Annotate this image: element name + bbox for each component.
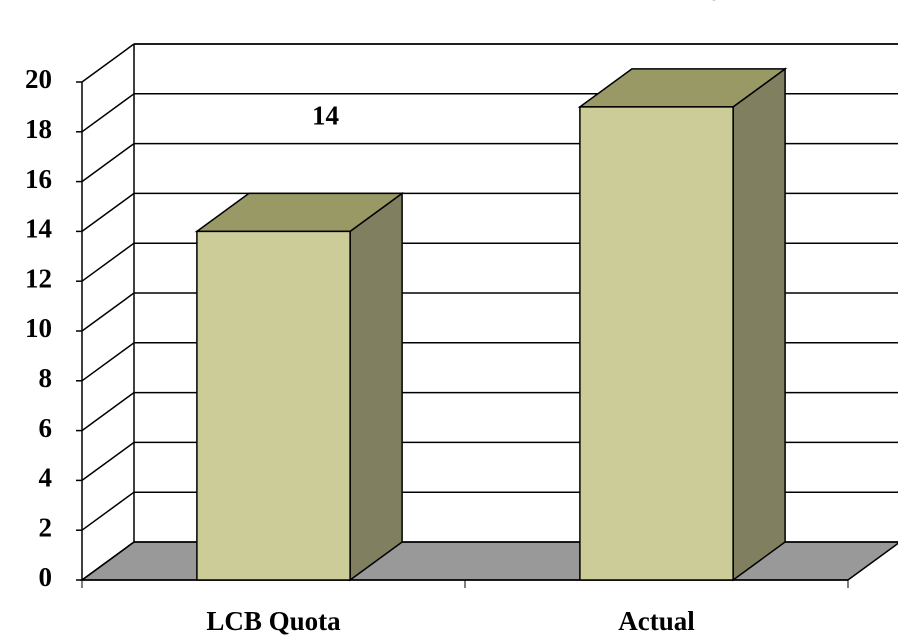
y-tick-label: 14 [25, 214, 52, 244]
y-tick-label: 0 [39, 562, 53, 592]
grid-line-side [81, 292, 135, 332]
y-tick-label: 20 [25, 64, 52, 94]
data-label: 19 [695, 0, 722, 6]
y-tick-label: 8 [39, 363, 53, 393]
bar-side [732, 67, 786, 582]
grid-line-side [81, 391, 135, 432]
y-tick-label: 4 [39, 463, 53, 493]
y-tick-label: 10 [25, 313, 52, 343]
data-label: 14 [312, 101, 339, 131]
grid-line-side [81, 93, 135, 133]
y-tick-label: 16 [25, 164, 52, 194]
bar [579, 106, 734, 581]
grid-line-side [81, 541, 135, 581]
bar-side [349, 191, 403, 582]
bar [196, 230, 351, 581]
y-tick-label: 12 [25, 263, 52, 293]
x-tick-label: LCB Quota [206, 606, 341, 636]
y-tick-label: 2 [39, 512, 53, 542]
y-tick-label: 6 [39, 413, 53, 443]
y-tick-label: 18 [25, 114, 52, 144]
grid-line-side [81, 142, 135, 183]
grid-line-side [81, 491, 135, 531]
grid-line-side [81, 242, 135, 282]
grid-line-side [81, 342, 135, 382]
grid-line-side [81, 43, 135, 83]
x-tick-label: Actual [618, 606, 695, 636]
grid-line-side [81, 441, 135, 482]
grid-line-side [81, 192, 135, 233]
